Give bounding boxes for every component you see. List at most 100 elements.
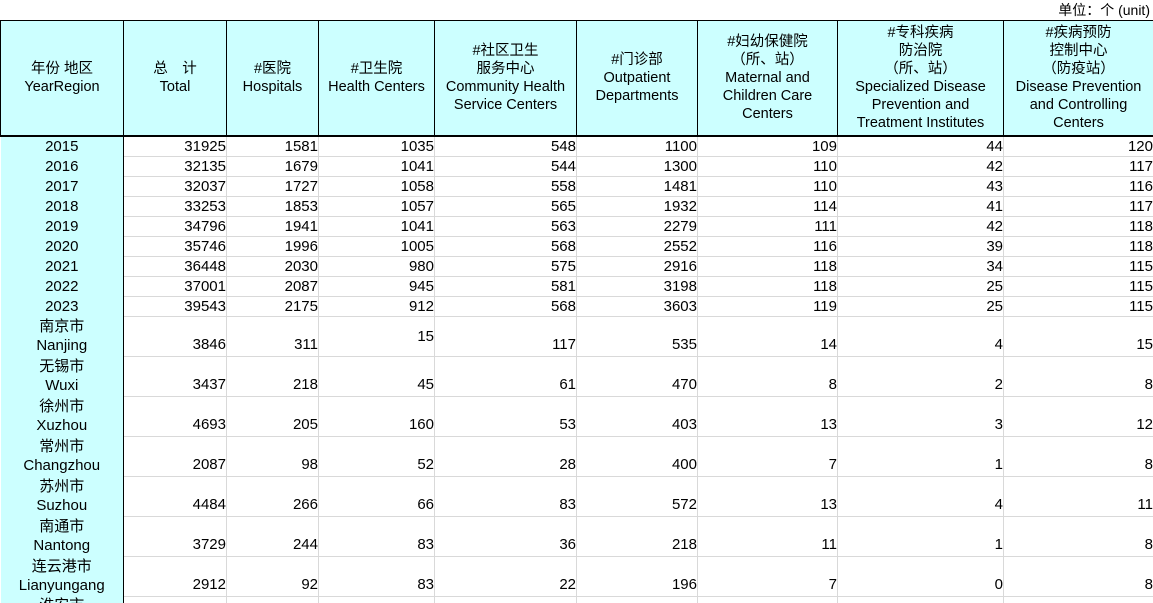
- cell-lianyungang-health_centers[interactable]: 83: [318, 555, 435, 597]
- cell-2017-specialized_disease[interactable]: 43: [837, 175, 1004, 197]
- cell-huaian-outpatient[interactable]: [576, 595, 698, 603]
- cell-2023-community_health[interactable]: 568: [434, 295, 577, 317]
- cell-2016-community_health[interactable]: 544: [434, 155, 577, 177]
- cell-2017-region[interactable]: 2017: [0, 176, 124, 196]
- header-cell-total[interactable]: 总 计 Total: [123, 20, 227, 137]
- cell-nantong-outpatient[interactable]: 218: [576, 515, 698, 557]
- cell-2018-region[interactable]: 2018: [0, 196, 124, 216]
- cell-2018-maternal_children[interactable]: 114: [697, 195, 838, 217]
- cell-nanjing-maternal_children[interactable]: 14: [697, 315, 838, 357]
- cell-2018-total[interactable]: 33253: [123, 195, 227, 217]
- cell-changzhou-maternal_children[interactable]: 7: [697, 435, 838, 477]
- cell-2022-disease_control[interactable]: 115: [1003, 275, 1153, 297]
- cell-xuzhou-health_centers[interactable]: 160: [318, 395, 435, 437]
- cell-2015-community_health[interactable]: 548: [434, 135, 577, 157]
- cell-2019-disease_control[interactable]: 118: [1003, 215, 1153, 237]
- cell-nanjing-health_centers[interactable]: 15: [318, 315, 435, 357]
- cell-huaian-specialized_disease[interactable]: [837, 595, 1004, 603]
- cell-suzhou-disease_control[interactable]: 11: [1003, 475, 1153, 517]
- cell-2019-maternal_children[interactable]: 111: [697, 215, 838, 237]
- cell-suzhou-outpatient[interactable]: 572: [576, 475, 698, 517]
- cell-2021-community_health[interactable]: 575: [434, 255, 577, 277]
- cell-2020-maternal_children[interactable]: 116: [697, 235, 838, 257]
- cell-nanjing-specialized_disease[interactable]: 4: [837, 315, 1004, 357]
- cell-xuzhou-specialized_disease[interactable]: 3: [837, 395, 1004, 437]
- cell-2021-region[interactable]: 2021: [0, 256, 124, 276]
- cell-nantong-disease_control[interactable]: 8: [1003, 515, 1153, 557]
- cell-wuxi-total[interactable]: 3437: [123, 355, 227, 397]
- cell-nantong-total[interactable]: 3729: [123, 515, 227, 557]
- cell-2023-health_centers[interactable]: 912: [318, 295, 435, 317]
- cell-suzhou-specialized_disease[interactable]: 4: [837, 475, 1004, 517]
- cell-2023-total[interactable]: 39543: [123, 295, 227, 317]
- cell-lianyungang-community_health[interactable]: 22: [434, 555, 577, 597]
- header-cell-health_centers[interactable]: #卫生院 Health Centers: [318, 20, 435, 137]
- cell-2021-hospitals[interactable]: 2030: [226, 255, 319, 277]
- cell-2015-total[interactable]: 31925: [123, 135, 227, 157]
- cell-2018-hospitals[interactable]: 1853: [226, 195, 319, 217]
- cell-lianyungang-outpatient[interactable]: 196: [576, 555, 698, 597]
- cell-changzhou-hospitals[interactable]: 98: [226, 435, 319, 477]
- header-cell-community_health[interactable]: #社区卫生 服务中心 Community Health Service Cent…: [434, 20, 577, 137]
- cell-wuxi-disease_control[interactable]: 8: [1003, 355, 1153, 397]
- cell-2023-hospitals[interactable]: 2175: [226, 295, 319, 317]
- cell-xuzhou-outpatient[interactable]: 403: [576, 395, 698, 437]
- cell-nanjing-hospitals[interactable]: 311: [226, 315, 319, 357]
- cell-2023-maternal_children[interactable]: 119: [697, 295, 838, 317]
- cell-changzhou-outpatient[interactable]: 400: [576, 435, 698, 477]
- cell-2020-outpatient[interactable]: 2552: [576, 235, 698, 257]
- cell-2015-maternal_children[interactable]: 109: [697, 135, 838, 157]
- cell-2022-health_centers[interactable]: 945: [318, 275, 435, 297]
- cell-2016-outpatient[interactable]: 1300: [576, 155, 698, 177]
- cell-2023-region[interactable]: 2023: [0, 296, 124, 316]
- cell-2016-disease_control[interactable]: 117: [1003, 155, 1153, 177]
- cell-2022-region[interactable]: 2022: [0, 276, 124, 296]
- cell-lianyungang-disease_control[interactable]: 8: [1003, 555, 1153, 597]
- cell-huaian-maternal_children[interactable]: [697, 595, 838, 603]
- cell-2020-disease_control[interactable]: 118: [1003, 235, 1153, 257]
- cell-2020-specialized_disease[interactable]: 39: [837, 235, 1004, 257]
- cell-lianyungang-region[interactable]: 连云港市 Lianyungang: [0, 556, 124, 596]
- cell-wuxi-hospitals[interactable]: 218: [226, 355, 319, 397]
- cell-huaian-disease_control[interactable]: [1003, 595, 1153, 603]
- header-cell-hospitals[interactable]: #医院 Hospitals: [226, 20, 319, 137]
- cell-nantong-specialized_disease[interactable]: 1: [837, 515, 1004, 557]
- cell-2022-community_health[interactable]: 581: [434, 275, 577, 297]
- header-cell-year_region[interactable]: 年份 地区 YearRegion: [0, 20, 124, 137]
- cell-2019-health_centers[interactable]: 1041: [318, 215, 435, 237]
- cell-nanjing-outpatient[interactable]: 535: [576, 315, 698, 357]
- cell-wuxi-community_health[interactable]: 61: [434, 355, 577, 397]
- cell-2021-disease_control[interactable]: 115: [1003, 255, 1153, 277]
- cell-huaian-health_centers[interactable]: [318, 595, 435, 603]
- cell-2018-health_centers[interactable]: 1057: [318, 195, 435, 217]
- cell-2016-health_centers[interactable]: 1041: [318, 155, 435, 177]
- cell-suzhou-region[interactable]: 苏州市 Suzhou: [0, 476, 124, 516]
- cell-changzhou-health_centers[interactable]: 52: [318, 435, 435, 477]
- cell-2015-region[interactable]: 2015: [0, 136, 124, 156]
- cell-suzhou-community_health[interactable]: 83: [434, 475, 577, 517]
- cell-2022-specialized_disease[interactable]: 25: [837, 275, 1004, 297]
- cell-2021-maternal_children[interactable]: 118: [697, 255, 838, 277]
- cell-2021-health_centers[interactable]: 980: [318, 255, 435, 277]
- cell-2020-hospitals[interactable]: 1996: [226, 235, 319, 257]
- cell-lianyungang-maternal_children[interactable]: 7: [697, 555, 838, 597]
- cell-2022-maternal_children[interactable]: 118: [697, 275, 838, 297]
- cell-nantong-maternal_children[interactable]: 11: [697, 515, 838, 557]
- cell-huaian-total[interactable]: [123, 595, 227, 603]
- cell-2016-maternal_children[interactable]: 110: [697, 155, 838, 177]
- cell-2019-hospitals[interactable]: 1941: [226, 215, 319, 237]
- cell-nantong-hospitals[interactable]: 244: [226, 515, 319, 557]
- cell-2020-region[interactable]: 2020: [0, 236, 124, 256]
- cell-wuxi-specialized_disease[interactable]: 2: [837, 355, 1004, 397]
- cell-2015-outpatient[interactable]: 1100: [576, 135, 698, 157]
- cell-suzhou-health_centers[interactable]: 66: [318, 475, 435, 517]
- cell-changzhou-community_health[interactable]: 28: [434, 435, 577, 477]
- cell-2023-disease_control[interactable]: 115: [1003, 295, 1153, 317]
- cell-2015-health_centers[interactable]: 1035: [318, 135, 435, 157]
- cell-changzhou-total[interactable]: 2087: [123, 435, 227, 477]
- cell-2019-outpatient[interactable]: 2279: [576, 215, 698, 237]
- cell-2019-total[interactable]: 34796: [123, 215, 227, 237]
- cell-suzhou-maternal_children[interactable]: 13: [697, 475, 838, 517]
- cell-2015-hospitals[interactable]: 1581: [226, 135, 319, 157]
- cell-xuzhou-disease_control[interactable]: 12: [1003, 395, 1153, 437]
